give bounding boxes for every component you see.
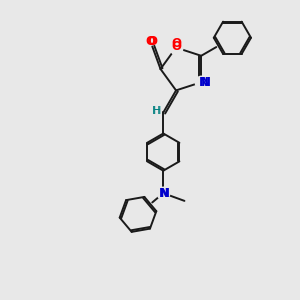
Text: N: N — [199, 76, 209, 89]
Text: O: O — [171, 40, 181, 52]
Text: O: O — [146, 34, 156, 47]
Text: H: H — [152, 106, 160, 116]
Text: N: N — [159, 187, 169, 200]
Text: N: N — [201, 76, 211, 89]
Text: N: N — [160, 187, 170, 200]
Text: H: H — [152, 106, 161, 116]
Text: O: O — [147, 34, 157, 47]
Text: O: O — [171, 37, 181, 50]
